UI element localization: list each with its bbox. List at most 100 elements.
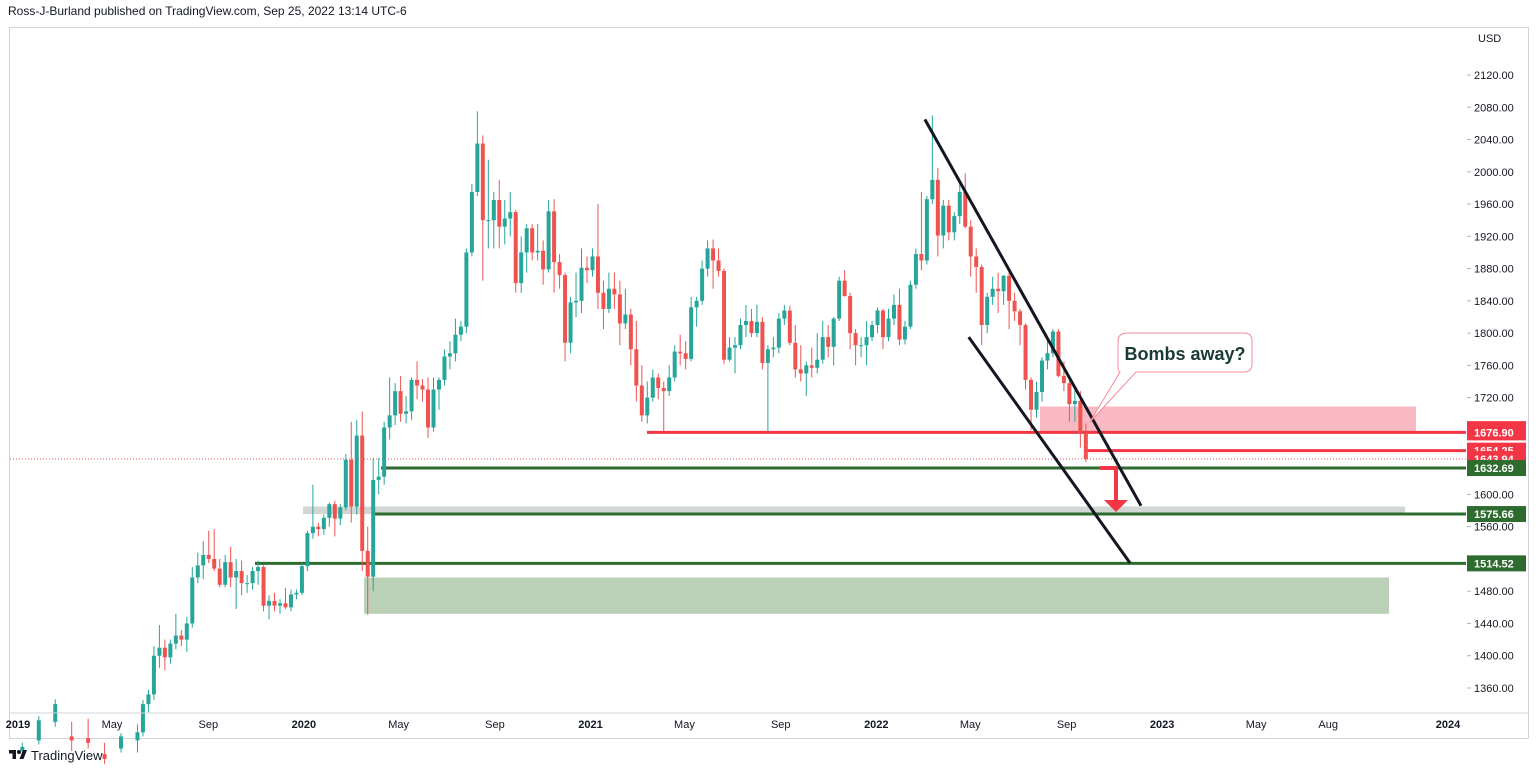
candle[interactable] xyxy=(305,530,310,572)
candle[interactable] xyxy=(354,420,359,515)
candle[interactable] xyxy=(321,514,326,535)
candle[interactable] xyxy=(787,305,792,346)
candle[interactable] xyxy=(590,248,595,277)
candle[interactable] xyxy=(546,200,551,273)
candle[interactable] xyxy=(365,526,370,615)
candle[interactable] xyxy=(513,209,518,293)
price-label-1676.90[interactable]: 1676.90 xyxy=(1467,424,1526,441)
candle[interactable] xyxy=(278,599,282,614)
candle[interactable] xyxy=(360,411,365,572)
candle[interactable] xyxy=(864,321,869,366)
candle[interactable] xyxy=(447,341,452,370)
candle[interactable] xyxy=(371,458,376,592)
candle[interactable] xyxy=(491,191,496,249)
candle[interactable] xyxy=(689,296,694,362)
candle[interactable] xyxy=(765,345,770,432)
candle[interactable] xyxy=(1001,275,1006,305)
candle[interactable] xyxy=(36,716,41,745)
candle[interactable] xyxy=(760,316,765,370)
candle[interactable] xyxy=(979,264,984,346)
candle[interactable] xyxy=(195,552,200,584)
candle[interactable] xyxy=(234,558,239,609)
candle[interactable] xyxy=(173,613,178,650)
annotation-callout[interactable]: Bombs away? xyxy=(1089,332,1253,423)
candle[interactable] xyxy=(228,546,233,588)
candle[interactable] xyxy=(634,321,639,402)
candle[interactable] xyxy=(897,288,902,346)
zone-0[interactable] xyxy=(1040,406,1416,433)
candle[interactable] xyxy=(223,554,228,588)
candle[interactable] xyxy=(908,280,913,330)
candle[interactable] xyxy=(299,562,304,596)
candle[interactable] xyxy=(974,248,979,293)
candle[interactable] xyxy=(881,308,886,350)
candle[interactable] xyxy=(617,280,622,346)
candle[interactable] xyxy=(1034,381,1039,418)
candle[interactable] xyxy=(502,200,507,245)
trend-line-2[interactable] xyxy=(967,336,1132,564)
trend-line-1[interactable] xyxy=(923,118,1143,507)
candle[interactable] xyxy=(990,276,995,305)
candle[interactable] xyxy=(853,329,858,366)
candle[interactable] xyxy=(661,381,666,432)
candle[interactable] xyxy=(267,595,272,620)
candle[interactable] xyxy=(530,224,535,261)
candle[interactable] xyxy=(398,375,403,422)
candle[interactable] xyxy=(623,288,628,330)
candle[interactable] xyxy=(952,212,957,241)
candle[interactable] xyxy=(919,191,924,271)
candle[interactable] xyxy=(486,159,491,249)
candle[interactable] xyxy=(119,733,124,753)
candle[interactable] xyxy=(612,272,617,309)
candle[interactable] xyxy=(217,558,222,588)
candle[interactable] xyxy=(497,179,502,249)
candle[interactable] xyxy=(700,260,705,305)
candle[interactable] xyxy=(1078,391,1083,448)
candle[interactable] xyxy=(935,167,940,257)
candle[interactable] xyxy=(151,646,156,701)
candle[interactable] xyxy=(749,308,754,338)
candle[interactable] xyxy=(1007,268,1012,330)
candle[interactable] xyxy=(650,369,655,402)
candle[interactable] xyxy=(157,625,162,668)
candle[interactable] xyxy=(568,296,573,354)
candle[interactable] xyxy=(957,183,962,225)
candle[interactable] xyxy=(639,365,644,422)
candle[interactable] xyxy=(480,135,485,281)
candle[interactable] xyxy=(1067,377,1072,422)
candle[interactable] xyxy=(519,236,524,293)
price-label-1514.52[interactable]: 1514.52 xyxy=(1467,555,1526,572)
candle[interactable] xyxy=(678,334,683,366)
candle[interactable] xyxy=(716,248,721,277)
candle[interactable] xyxy=(996,272,1001,313)
candle[interactable] xyxy=(469,183,474,257)
candle[interactable] xyxy=(1045,337,1050,370)
candle[interactable] xyxy=(826,325,831,358)
candle[interactable] xyxy=(584,256,589,284)
candle[interactable] xyxy=(754,304,759,338)
candle[interactable] xyxy=(212,529,217,572)
candle[interactable] xyxy=(815,333,820,374)
candle[interactable] xyxy=(985,292,990,334)
candle[interactable] xyxy=(464,248,469,334)
candle[interactable] xyxy=(793,325,798,378)
candle[interactable] xyxy=(310,484,315,539)
candle[interactable] xyxy=(705,240,710,277)
candle[interactable] xyxy=(941,200,946,249)
candle[interactable] xyxy=(184,617,189,652)
candle[interactable] xyxy=(782,304,787,326)
candle[interactable] xyxy=(294,589,299,600)
candle[interactable] xyxy=(343,454,348,511)
candle[interactable] xyxy=(436,377,441,410)
candle[interactable] xyxy=(283,587,288,609)
candle[interactable] xyxy=(140,700,145,737)
candle[interactable] xyxy=(667,365,672,397)
candle[interactable] xyxy=(426,377,431,438)
candle[interactable] xyxy=(820,321,825,364)
candle[interactable] xyxy=(1018,308,1023,346)
candle[interactable] xyxy=(338,504,343,526)
candle[interactable] xyxy=(135,724,140,753)
candle[interactable] xyxy=(442,349,447,386)
candle[interactable] xyxy=(727,337,732,362)
